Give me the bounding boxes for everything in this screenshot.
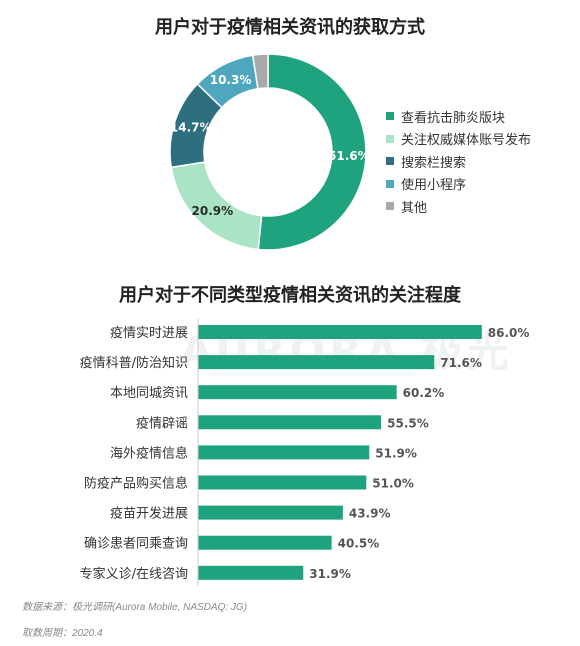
bar	[198, 475, 367, 490]
bar-category-label: 专家义诊/在线咨询	[80, 566, 188, 582]
legend-item: 使用小程序	[386, 173, 531, 196]
bar-value-label: 71.6%	[440, 356, 482, 370]
bar-value-label: 86.0%	[488, 326, 530, 340]
donut-slice	[251, 53, 269, 90]
legend-item: 其他	[386, 195, 531, 218]
legend-swatch	[386, 179, 394, 188]
bar	[198, 325, 482, 339]
legend-label: 其他	[401, 200, 428, 216]
bar-value-label: 51.9%	[375, 446, 417, 460]
data-period-note: 取数周期：2020.4	[22, 628, 103, 639]
bar	[198, 535, 332, 550]
bar-value-label: 55.5%	[387, 416, 429, 430]
donut-chart-title: 用户对于疫情相关资讯的获取方式	[155, 17, 425, 38]
bar	[198, 505, 343, 520]
bar-value-label: 31.9%	[309, 567, 351, 581]
bar	[198, 385, 397, 400]
bar-value-label: 40.5%	[338, 537, 380, 551]
bar	[198, 565, 304, 580]
donut-slice-label: 51.6%	[328, 149, 370, 163]
bar-category-label: 疫情科普/防治知识	[80, 355, 188, 371]
donut-legend: 查看抗击肺炎版块关注权威媒体账号发布 搜索栏搜索使用小程序其他	[386, 105, 531, 218]
legend-swatch	[386, 134, 394, 143]
legend-label: 搜索栏搜索	[401, 155, 467, 171]
bar-category-label: 本地同城资讯	[110, 386, 188, 401]
bar	[198, 355, 435, 370]
bar-value-label: 60.2%	[403, 386, 445, 400]
bar-category-label: 防疫产品购买信息	[84, 476, 188, 492]
data-source-note: 数据来源：极光调研(Aurora Mobile, NASDAQ: JG)	[22, 602, 248, 613]
bar-chart-title: 用户对于不同类型疫情相关资讯的关注程度	[119, 285, 461, 306]
bar-category-label: 确诊患者同乘查询	[84, 537, 188, 552]
bar-category-label: 海外疫情信息	[110, 445, 188, 461]
bar-category-label: 疫情实时进展	[110, 325, 188, 341]
legend-item: 关注权威媒体账号发布	[386, 128, 531, 151]
bar-value-label: 51.0%	[372, 477, 414, 491]
donut-slice	[257, 53, 367, 251]
legend-label: 使用小程序	[401, 178, 467, 194]
legend-swatch	[386, 157, 394, 166]
bar-category-label: 疫苗开发进展	[110, 506, 188, 522]
legend-item: 搜索栏搜索	[386, 150, 531, 173]
donut-slice-label: 14.7%	[170, 121, 212, 135]
bar-category-label: 疫情辟谣	[136, 415, 188, 431]
donut-slice-label: 20.9%	[192, 204, 234, 218]
bar-value-label: 43.9%	[349, 507, 391, 521]
legend-swatch	[386, 202, 394, 211]
legend-label: 查看抗击肺炎版块	[401, 110, 506, 126]
donut-slice-label: 10.3%	[210, 73, 252, 87]
bar	[198, 445, 370, 460]
legend-swatch	[386, 112, 394, 121]
legend-item: 查看抗击肺炎版块	[386, 105, 531, 128]
legend-label: 关注权威媒体账号发布	[401, 133, 532, 149]
bar	[198, 415, 382, 430]
